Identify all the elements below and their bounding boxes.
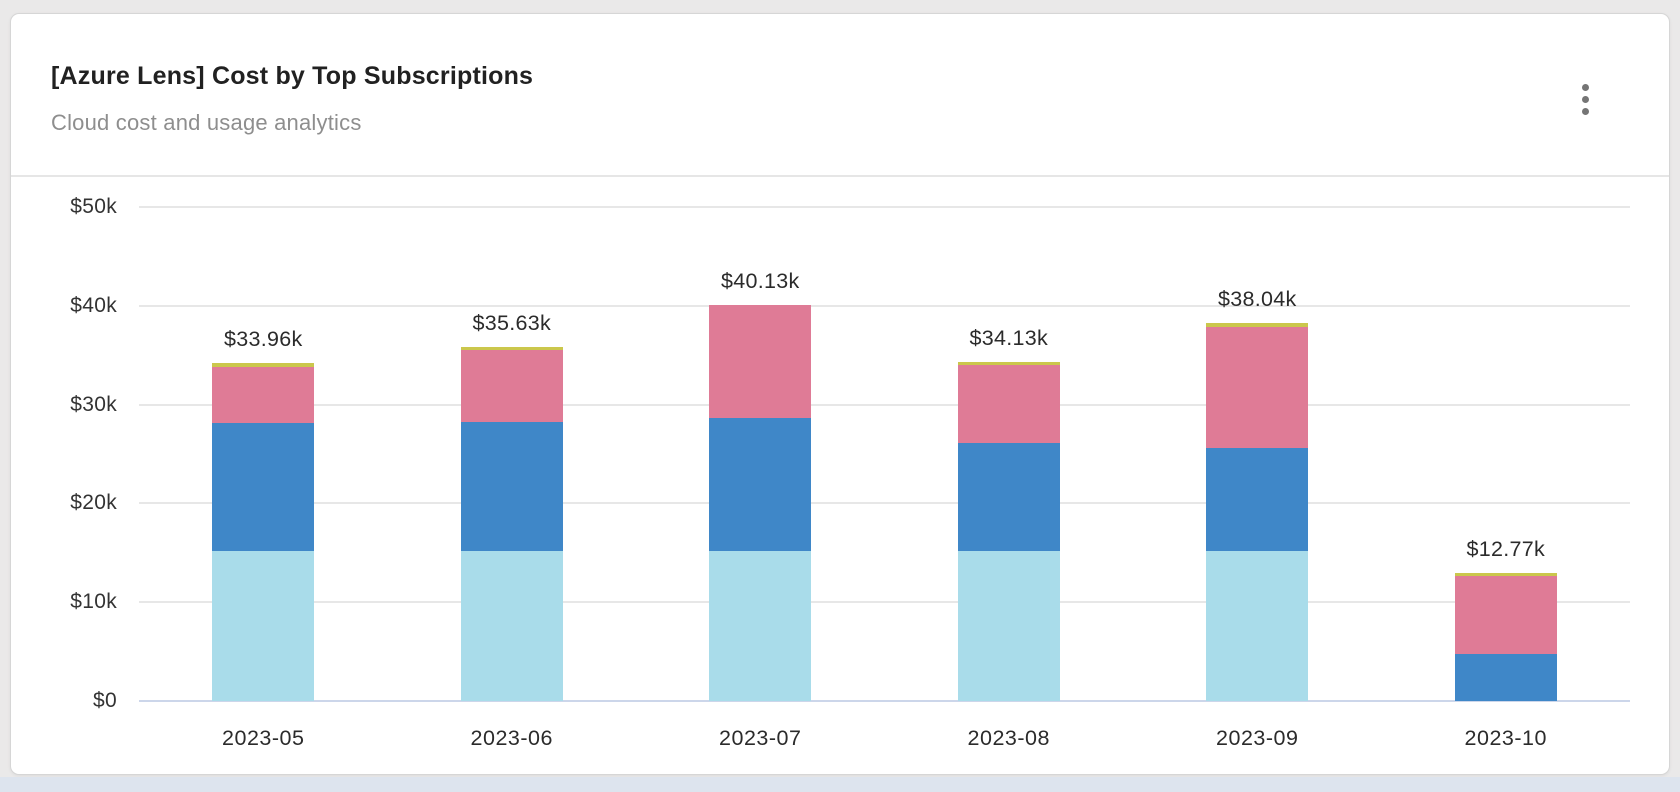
y-axis-tick-label: $40k	[70, 293, 117, 317]
kebab-vertical-icon	[1581, 83, 1589, 91]
bar-segment-light-blue-2023-08[interactable]	[957, 550, 1060, 701]
y-axis-tick-label: $30k	[70, 392, 117, 416]
bar-segment-yellow-2023-06[interactable]	[460, 346, 563, 351]
bar-segment-pink-2023-09[interactable]	[1206, 326, 1309, 449]
bar-total-label: $33.96k	[223, 327, 303, 352]
bar-segment-yellow-2023-05[interactable]	[212, 363, 315, 367]
bar-segment-pink-2023-05[interactable]	[212, 366, 315, 424]
bar-total-label: $38.04k	[1217, 287, 1297, 312]
card-menu-button[interactable]	[1563, 71, 1607, 127]
bar-segment-blue-2023-06[interactable]	[460, 422, 563, 551]
card-title: [Azure Lens] Cost by Top Subscriptions	[51, 62, 534, 90]
bar-segment-light-blue-2023-09[interactable]	[1206, 550, 1309, 701]
bar-segment-blue-2023-05[interactable]	[212, 423, 315, 551]
x-axis-tick-label: 2023-08	[967, 726, 1050, 750]
bar-segment-pink-2023-07[interactable]	[709, 304, 812, 419]
bar-total-label: $40.13k	[720, 268, 800, 293]
y-axis-tick-label: $10k	[70, 590, 117, 614]
y-axis-tick-label: $50k	[70, 195, 117, 218]
x-axis-tick-label: 2023-05	[222, 726, 305, 750]
y-gridline	[139, 304, 1630, 307]
bar-segment-yellow-2023-10[interactable]	[1454, 572, 1557, 577]
bar-total-label: $12.77k	[1466, 536, 1546, 561]
plot-area: $0 $10k $20k $30k $40k $50k $33.96k 2023-05 $35.…	[11, 179, 1669, 774]
bar-segment-blue-2023-10[interactable]	[1454, 654, 1557, 701]
chart-card: [Azure Lens] Cost by Top Subscriptions C…	[10, 13, 1670, 775]
card-subtitle: Cloud cost and usage analytics	[51, 110, 362, 135]
card-header: [Azure Lens] Cost by Top Subscriptions C…	[11, 14, 1669, 177]
bar-segment-light-blue-2023-07[interactable]	[709, 550, 812, 701]
kebab-vertical-icon	[1581, 95, 1589, 103]
x-axis-line	[139, 700, 1630, 702]
bar-segment-pink-2023-10[interactable]	[1454, 576, 1557, 655]
y-gridline	[139, 502, 1630, 505]
y-gridline	[139, 206, 1630, 208]
bar-segment-pink-2023-06[interactable]	[460, 350, 563, 423]
x-axis-tick-label: 2023-06	[470, 726, 553, 750]
bar-segment-yellow-2023-09[interactable]	[1206, 323, 1309, 327]
y-axis-tick-label: $20k	[70, 491, 117, 515]
bar-segment-yellow-2023-08[interactable]	[957, 361, 1060, 366]
bar-segment-light-blue-2023-05[interactable]	[212, 550, 315, 701]
bar-segment-blue-2023-08[interactable]	[957, 443, 1060, 551]
y-gridline	[139, 403, 1630, 406]
x-axis-tick-label: 2023-07	[719, 726, 802, 750]
bar-segment-blue-2023-07[interactable]	[709, 418, 812, 551]
x-axis-tick-label: 2023-09	[1216, 726, 1299, 750]
bar-segment-blue-2023-09[interactable]	[1206, 448, 1309, 551]
chart-region: $0 $10k $20k $30k $40k $50k $33.96k 2023-05 $35.…	[11, 179, 1669, 774]
y-gridline	[139, 601, 1630, 604]
y-axis-tick-label: $0	[93, 689, 117, 712]
x-axis-tick-label: 2023-10	[1464, 726, 1547, 750]
kebab-vertical-icon	[1581, 107, 1589, 115]
bar-total-label: $34.13k	[969, 325, 1049, 350]
next-card-edge	[0, 777, 1680, 792]
bar-segment-light-blue-2023-06[interactable]	[460, 550, 563, 701]
bar-total-label: $35.63k	[472, 310, 552, 335]
bar-segment-pink-2023-08[interactable]	[957, 365, 1060, 444]
